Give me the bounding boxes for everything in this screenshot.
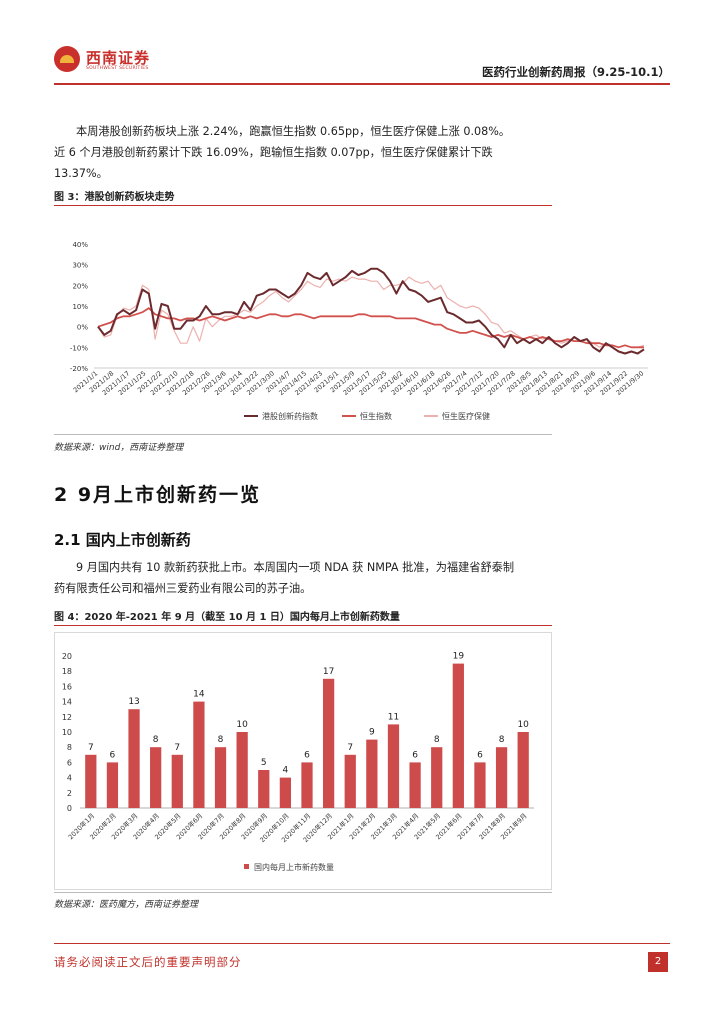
figure4-source: 数据来源：医药魔方，西南证券整理 [54,900,199,910]
data-label: 6 [412,750,418,760]
legend-swatch [244,864,249,869]
bar [193,701,205,808]
figure4-bar-chart: 2018161412108642072020年1月62020年2月132020年… [54,632,552,890]
data-label: 11 [388,712,399,722]
y-tick-label: 30% [72,262,88,270]
data-label: 7 [347,743,353,753]
bar [301,762,313,808]
report-title: 医药行业创新药周报（9.25-10.1） [481,65,670,79]
intro-line-2: 近 6 个月港股创新药累计下跌 16.09%，跑输恒生指数 0.07pp，恒生医… [54,146,493,159]
data-label: 17 [323,667,334,677]
data-label: 8 [499,735,505,745]
y-tick-label: 40% [72,241,88,249]
bar [258,770,270,808]
bar [452,663,464,808]
data-label: 14 [193,690,205,700]
data-label: 6 [477,750,483,760]
data-label: 6 [304,750,310,760]
data-label: 13 [128,697,139,707]
data-label: 5 [261,758,267,768]
intro-line-3: 13.37%。 [54,167,108,180]
figure4-bottom-rule [54,892,552,893]
y-tick-label: 18 [62,667,72,676]
legend-label: 国内每月上市新药数量 [254,862,334,872]
y-tick-label: 12 [62,713,72,722]
figure3-source: 数据来源：wind，西南证券整理 [54,443,184,453]
bar [366,739,378,808]
section-paragraph: 9 月国内共有 10 款新药获批上市。本周国内一项 NDA 获 NMPA 批准，… [54,557,670,599]
bar [171,754,183,808]
subsection-heading: 2.1 国内上市创新药 [54,531,191,549]
bar [344,754,356,808]
bar [409,762,421,808]
data-label: 7 [88,743,94,753]
y-tick-label: 14 [62,698,72,707]
series-line [97,267,645,355]
header-rule [54,83,670,85]
data-label: 10 [236,720,248,730]
data-label: 8 [153,735,159,745]
y-tick-label: 0% [77,324,88,332]
legend-label: 港股创新药指数 [262,411,318,421]
page-number: 2 [648,952,668,972]
bar [517,732,529,808]
y-tick-label: 10% [72,303,88,311]
bar [495,747,508,808]
legend-label: 恒生医疗保健 [442,411,490,421]
y-tick-label: -20% [70,365,88,373]
bar [85,754,97,808]
bar [279,777,292,808]
data-label: 10 [517,720,529,730]
y-tick-label: 6 [67,758,72,767]
y-tick-label: 20% [72,282,88,290]
chart-frame [54,632,552,890]
y-tick-label: -10% [70,344,88,352]
data-label: 9 [369,728,375,738]
data-label: 7 [174,743,180,753]
series-line [97,276,645,348]
section-heading: 2 9月上市创新药一览 [54,484,262,506]
footer-rule [54,943,670,944]
data-label: 19 [453,652,465,662]
data-label: 6 [110,750,116,760]
legend-label: 恒生指数 [360,411,392,421]
bar [474,762,486,808]
y-tick-label: 4 [67,774,72,783]
y-tick-label: 0 [67,804,72,813]
bar [128,709,140,808]
bar [387,724,400,808]
figure3-bottom-rule [54,434,552,435]
bar [236,732,248,808]
data-label: 8 [434,735,440,745]
brand-logo-icon [54,46,80,72]
section-paragraph-line-2: 药有限责任公司和福州三爱药业有限公司的苏子油。 [54,582,312,595]
bar [214,747,227,808]
bar [322,678,335,808]
figure4-title: 图 4：2020 年-2021 年 9 月（截至 10 月 1 日）国内每月上市… [54,612,400,623]
figure3-line-chart: 40%30%20%10%0%-10%-20%2021/1/12021/1/820… [70,241,648,421]
y-tick-label: 16 [62,682,72,691]
bar [106,762,119,808]
y-tick-label: 2 [67,789,72,798]
y-tick-label: 10 [62,728,72,737]
figure3-title: 图 3：港股创新药板块走势 [54,192,175,203]
brand-english-name: SOUTHWEST SECURITIES [86,66,149,71]
data-label: 8 [218,735,224,745]
figure3-top-rule [54,205,552,206]
bar [150,747,162,808]
y-tick-label: 20 [62,652,72,661]
figure4-top-rule [54,625,552,626]
intro-line-1: 本周港股创新药板块上涨 2.24%，跑赢恒生指数 0.65pp，恒生医疗保健上涨… [76,125,511,138]
bar [431,747,443,808]
intro-paragraph: 本周港股创新药板块上涨 2.24%，跑赢恒生指数 0.65pp，恒生医疗保健上涨… [54,121,670,184]
y-tick-label: 8 [67,743,72,752]
section-paragraph-line-1: 9 月国内共有 10 款新药获批上市。本周国内一项 NDA 获 NMPA 批准，… [76,561,515,574]
brand-name: 西南证券 [86,49,151,67]
data-label: 4 [283,766,289,776]
footer-notice: 请务必阅读正文后的重要声明部分 [54,955,242,969]
